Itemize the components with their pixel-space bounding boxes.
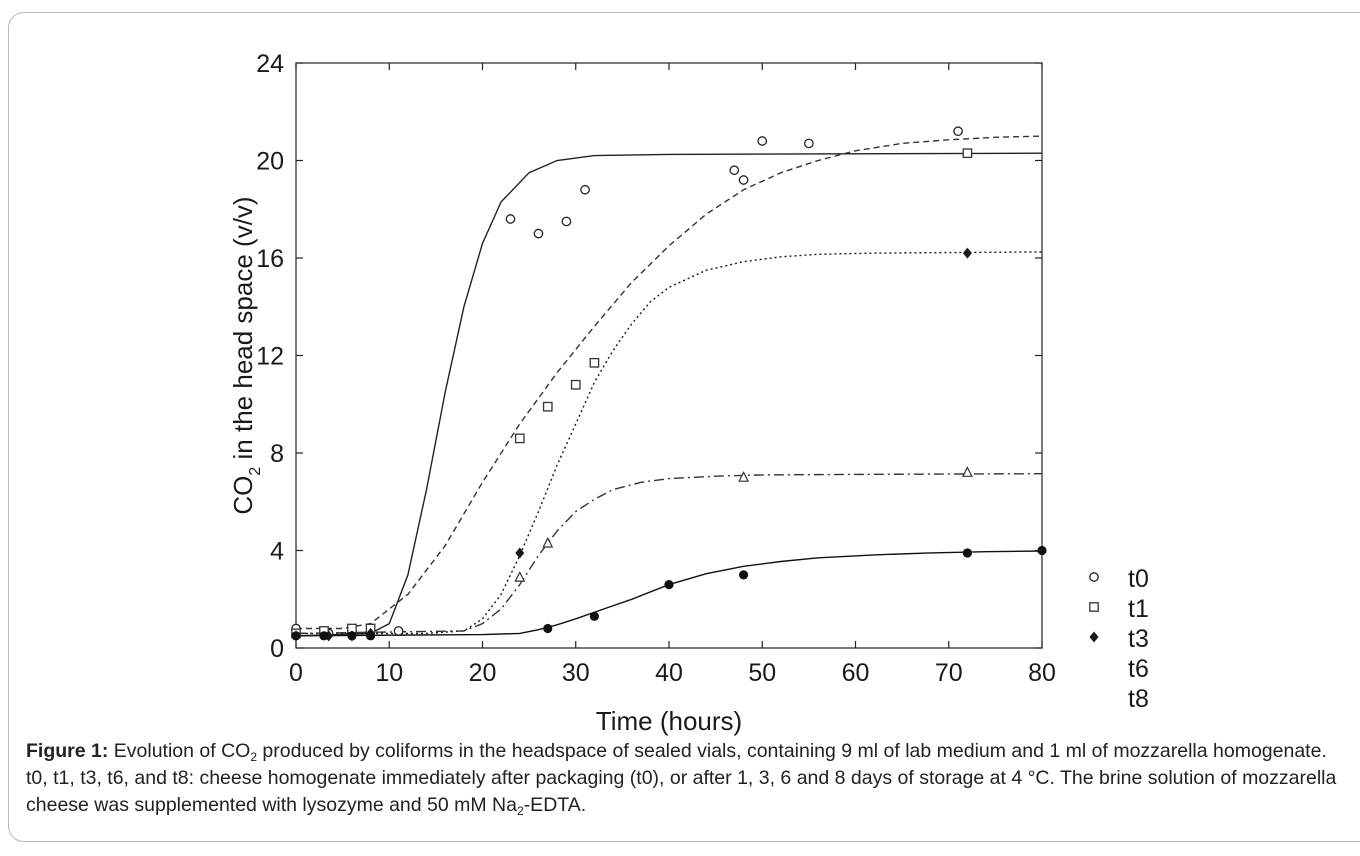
point-t6 (961, 466, 973, 477)
legend-label-t3: t3 (1128, 625, 1149, 653)
point-t0 (804, 138, 814, 149)
x-tick-label: 0 (289, 659, 303, 687)
x-tick-label: 70 (935, 659, 963, 687)
point-t8 (589, 611, 600, 621)
point-t0 (505, 214, 516, 224)
x-tick-label: 60 (842, 659, 870, 687)
legend-label-t1: t1 (1128, 595, 1149, 623)
caption-label: Figure 1: (26, 740, 109, 762)
x-tick-label: 30 (562, 659, 590, 687)
y-tick-label: 12 (256, 343, 284, 371)
y-label-rest: in the head space (v/v) (228, 196, 258, 466)
point-t0 (533, 228, 544, 239)
fit-curves (295, 135, 1043, 637)
caption-text-1: Evolution of CO (108, 740, 251, 762)
caption-sub-2: 2 (517, 804, 524, 818)
figure-frame (8, 12, 1360, 842)
fit-curve-t6 (295, 473, 1043, 635)
point-t1 (570, 379, 581, 390)
x-tick-label: 40 (655, 659, 683, 687)
point-t0 (561, 216, 572, 227)
point-t0 (580, 184, 590, 195)
fit-curve-t1 (296, 135, 1043, 630)
point-t0 (738, 175, 749, 185)
point-t0 (953, 126, 963, 137)
point-t8 (739, 570, 749, 580)
point-t3 (515, 547, 525, 559)
figure-caption: Figure 1: Evolution of CO2 produced by c… (26, 738, 1346, 819)
legend-marker-t3 (1089, 631, 1099, 643)
y-label-subscript: 2 (247, 467, 264, 476)
x-axis-label: Time (hours) (596, 706, 742, 736)
point-t8 (664, 580, 674, 590)
y-tick-label: 16 (256, 245, 284, 273)
y-axis-label: CO2 in the head space (v/v) (228, 196, 264, 514)
point-t8 (366, 631, 376, 641)
point-t1 (962, 148, 973, 159)
point-t6 (738, 471, 750, 482)
plot-border (295, 62, 1043, 649)
y-label-co: CO (228, 476, 258, 515)
x-tick-label: 20 (469, 659, 497, 687)
fit-curve-t3 (296, 251, 1043, 635)
point-t6 (542, 536, 554, 548)
point-t1 (589, 357, 600, 368)
legend-label-t6: t6 (1128, 655, 1149, 683)
point-t0 (729, 165, 740, 176)
y-tick-label: 4 (270, 538, 284, 566)
caption-text-3: -EDTA. (523, 794, 587, 816)
point-t1 (514, 433, 525, 444)
point-t0 (757, 136, 768, 146)
x-tick-label: 50 (748, 659, 776, 687)
plot-area (295, 62, 1043, 649)
legend-label-t8: t8 (1128, 685, 1149, 713)
caption-text-2: produced by coliforms in the headspace o… (26, 740, 1337, 816)
point-t8 (319, 631, 329, 641)
point-t0 (393, 626, 404, 636)
x-tick-label: 80 (1028, 659, 1056, 687)
point-t8 (291, 631, 301, 641)
point-t6 (514, 570, 526, 582)
point-t8 (962, 548, 973, 558)
data-markers (291, 126, 1047, 642)
point-t8 (543, 623, 553, 634)
point-t1 (542, 401, 553, 412)
caption-sub-1: 2 (250, 750, 258, 764)
y-tick-label: 8 (270, 440, 284, 468)
legend-label-t0: t0 (1128, 565, 1149, 593)
y-tick-label: 20 (256, 148, 284, 176)
point-t3 (962, 247, 972, 259)
fit-curve-t0 (295, 152, 1043, 637)
legend-marker-t0 (1089, 572, 1099, 582)
axis-ticks: 0 10 20 30 40 50 60 70 80 0 4 8 12 16 20 24 (256, 50, 1056, 687)
y-tick-label: 0 (270, 635, 284, 663)
y-tick-label: 24 (256, 50, 284, 78)
legend-marker-t1 (1089, 602, 1099, 612)
x-tick-label: 10 (375, 659, 403, 687)
point-t8 (347, 631, 357, 641)
